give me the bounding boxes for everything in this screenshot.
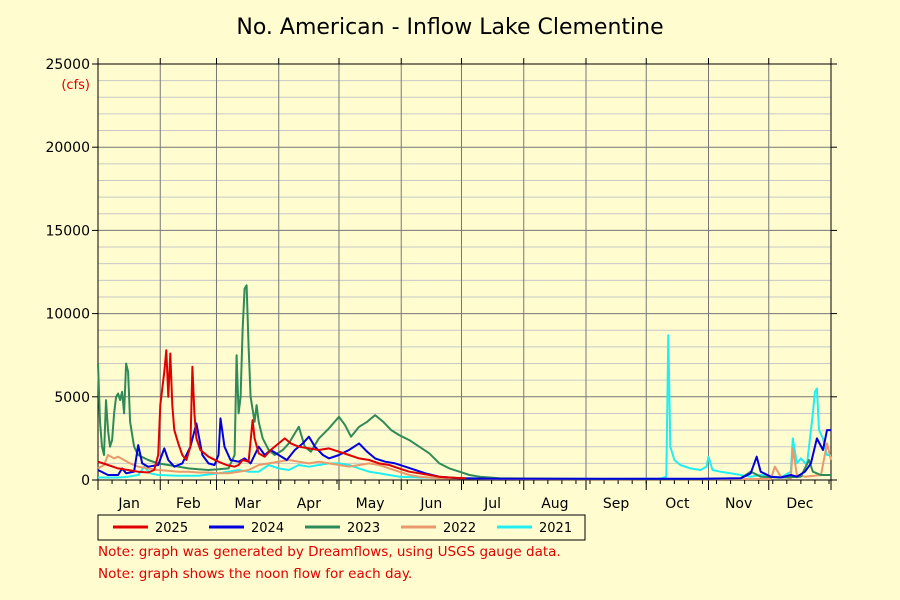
legend: 2025 2024 2023 2022 2021 — [97, 514, 586, 541]
x-tick-label: Sep — [603, 496, 630, 512]
chart-title: No. American - Inflow Lake Clementine — [236, 15, 663, 40]
x-tick-label: Feb — [176, 496, 201, 512]
axis-layer: 0 5000 10000 15000 20000 25000 Jan Feb Mar Apr May… — [45, 57, 837, 512]
x-tick-label: Oct — [665, 496, 690, 512]
note-source: Note: graph was generated by Dreamflows,… — [98, 544, 561, 560]
y-tick-label: 15000 — [45, 223, 90, 239]
series-line-2024 — [97, 417, 831, 480]
y-tick-label: 25000 — [45, 57, 90, 73]
plot-border — [97, 63, 832, 481]
legend-label-2021: 2021 — [539, 521, 572, 536]
x-tick-label: Mar — [234, 496, 261, 512]
x-tick-label: Jan — [117, 496, 140, 512]
series-line-2022 — [97, 442, 832, 481]
y-axis-unit-label: (cfs) — [61, 78, 90, 93]
legend-label-2023: 2023 — [347, 521, 380, 536]
series-layer — [97, 284, 832, 481]
y-tick-label: 20000 — [45, 140, 90, 156]
legend-label-2022: 2022 — [443, 521, 476, 536]
x-tick-label: Nov — [725, 496, 752, 512]
y-tick-label: 5000 — [54, 390, 90, 406]
legend-label-2024: 2024 — [251, 521, 284, 536]
x-tick-label: Aug — [541, 496, 568, 512]
y-tick-label: 0 — [81, 473, 90, 489]
x-tick-label: Dec — [786, 496, 813, 512]
grid-layer — [98, 63, 831, 480]
note-noon-flow: Note: graph shows the noon flow for each… — [98, 566, 413, 582]
x-tick-label: Apr — [297, 496, 321, 512]
series-line-2025 — [97, 349, 466, 480]
y-tick-label: 10000 — [45, 307, 90, 323]
series-line-2023 — [97, 284, 831, 480]
x-tick-label: Jul — [483, 496, 501, 512]
legend-label-2025: 2025 — [155, 521, 188, 536]
x-tick-label: May — [356, 496, 385, 512]
x-tick-label: Jun — [419, 496, 442, 512]
